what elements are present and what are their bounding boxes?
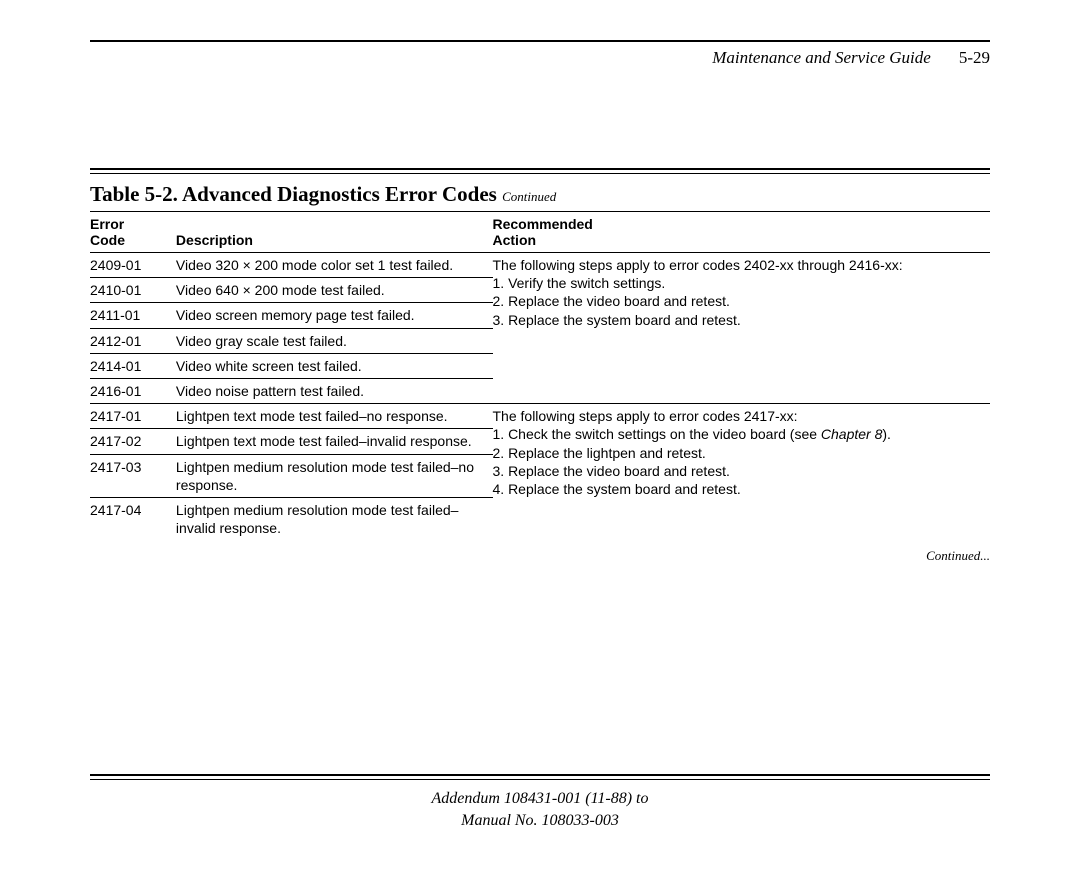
table-row: 2417-01 Lightpen text mode test failed–n… (90, 404, 990, 429)
action-step: 4. Replace the system board and retest. (493, 480, 985, 498)
footer-line1: Addendum 108431-001 (11-88) to (432, 790, 649, 807)
error-code: 2417-04 (90, 497, 176, 540)
error-code: 2417-03 (90, 454, 176, 497)
footer-rule-thin (90, 779, 990, 780)
page-number: 5-29 (959, 48, 990, 68)
recommended-action-group1: The following steps apply to error codes… (493, 253, 991, 404)
footer-text: Addendum 108431-001 (11-88) to Manual No… (90, 788, 990, 831)
col-header-desc: Description (176, 212, 493, 253)
title-rule-heavy (90, 168, 990, 170)
action-step: 3. Replace the system board and retest. (493, 311, 985, 329)
recommended-action-group2: The following steps apply to error codes… (493, 404, 991, 541)
error-desc: Lightpen text mode test failed–no respon… (176, 404, 493, 429)
action-intro: The following steps apply to error codes… (493, 407, 985, 425)
action-intro: The following steps apply to error codes… (493, 256, 985, 274)
error-desc: Video 640 × 200 mode test failed. (176, 278, 493, 303)
table-row: 2409-01 Video 320 × 200 mode color set 1… (90, 253, 990, 278)
continued-label: Continued... (90, 548, 990, 564)
table-title-text: Table 5-2. Advanced Diagnostics Error Co… (90, 182, 502, 206)
title-rule-thin (90, 173, 990, 174)
error-code: 2417-02 (90, 429, 176, 454)
error-code: 2414-01 (90, 353, 176, 378)
action-step: 2. Replace the lightpen and retest. (493, 444, 985, 462)
guide-title: Maintenance and Service Guide (712, 48, 931, 68)
table-title: Table 5-2. Advanced Diagnostics Error Co… (90, 182, 990, 207)
action-step: 1. Check the switch settings on the vide… (493, 425, 985, 443)
error-codes-table: Error Code Description Recommended Actio… (90, 212, 990, 540)
action-step-text: ). (882, 426, 891, 442)
error-desc: Video white screen test failed. (176, 353, 493, 378)
action-step-text: 1. Check the switch settings on the vide… (493, 426, 821, 442)
action-step: 1. Verify the switch settings. (493, 274, 985, 292)
error-desc: Lightpen medium resolution mode test fai… (176, 497, 493, 540)
col-header-desc-label: Description (176, 232, 253, 248)
header-top-rule (90, 40, 990, 42)
error-code: 2412-01 (90, 328, 176, 353)
error-desc: Lightpen text mode test failed–invalid r… (176, 429, 493, 454)
col-header-code-l2: Code (90, 232, 125, 248)
error-desc: Video gray scale test failed. (176, 328, 493, 353)
error-desc: Video screen memory page test failed. (176, 303, 493, 328)
error-code: 2416-01 (90, 378, 176, 403)
error-desc: Video 320 × 200 mode color set 1 test fa… (176, 253, 493, 278)
chapter-reference: Chapter 8 (821, 426, 882, 442)
error-code: 2410-01 (90, 278, 176, 303)
error-desc: Video noise pattern test failed. (176, 378, 493, 403)
col-header-code-l1: Error (90, 216, 124, 232)
page-header: Maintenance and Service Guide 5-29 (90, 48, 990, 68)
col-header-action: Recommended Action (493, 212, 991, 253)
footer-rule-heavy (90, 774, 990, 776)
error-code: 2417-01 (90, 404, 176, 429)
error-code: 2409-01 (90, 253, 176, 278)
table-header-row: Error Code Description Recommended Actio… (90, 212, 990, 253)
col-header-action-l1: Recommended (493, 216, 593, 232)
error-code: 2411-01 (90, 303, 176, 328)
error-desc: Lightpen medium resolution mode test fai… (176, 454, 493, 497)
action-step: 2. Replace the video board and retest. (493, 292, 985, 310)
action-step: 3. Replace the video board and retest. (493, 462, 985, 480)
col-header-code: Error Code (90, 212, 176, 253)
table-title-continued: Continued (502, 189, 556, 204)
footer-line2: Manual No. 108033-003 (461, 812, 619, 829)
col-header-action-l2: Action (493, 232, 537, 248)
